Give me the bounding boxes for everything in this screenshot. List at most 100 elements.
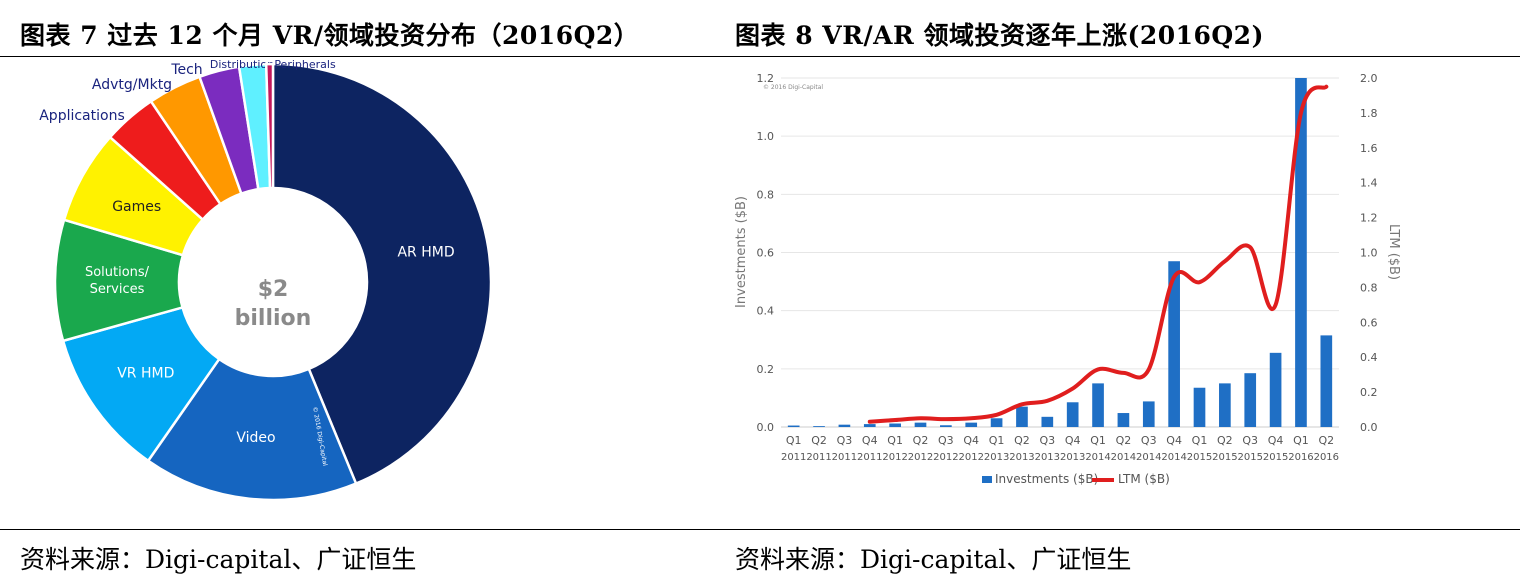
slice-label-tech: Tech bbox=[170, 62, 202, 78]
investment-bar bbox=[1092, 383, 1104, 427]
donut-slice-video bbox=[146, 357, 358, 502]
investment-bar bbox=[813, 426, 825, 427]
x-tick-year: 2012 bbox=[933, 452, 958, 463]
x-tick-quarter: Q3 bbox=[938, 434, 954, 447]
slice-label-vr-hmd: VR HMD bbox=[117, 365, 174, 381]
slice-label-solutions-services-line1: Solutions/ bbox=[85, 265, 150, 280]
investment-bar bbox=[838, 424, 851, 427]
donut-slice-ar-hmd bbox=[271, 62, 493, 486]
x-tick-year: 2011 bbox=[857, 452, 882, 463]
x-tick-year: 2012 bbox=[882, 452, 907, 463]
slice-label-solutions-services-line2: Services bbox=[90, 282, 145, 297]
y-right-tick-label: 0.4 bbox=[1360, 351, 1378, 364]
y-right-tick-label: 2.0 bbox=[1360, 72, 1378, 85]
investment-bar bbox=[1142, 401, 1155, 427]
x-tick-quarter: Q2 bbox=[811, 434, 827, 447]
x-tick-year: 2015 bbox=[1187, 452, 1212, 463]
x-tick-quarter: Q4 bbox=[862, 434, 878, 447]
x-tick-year: 2014 bbox=[1085, 452, 1110, 463]
y-left-tick-label: 0.0 bbox=[757, 421, 775, 434]
left-source-note: 资料来源：Digi-capital、广证恒生 bbox=[20, 545, 417, 574]
slice-label-ar-hmd: AR HMD bbox=[397, 245, 454, 261]
slice-label-games: Games bbox=[112, 199, 161, 215]
x-tick-year: 2014 bbox=[1161, 452, 1186, 463]
y-right-tick-label: 0.6 bbox=[1360, 316, 1378, 329]
x-tick-quarter: Q4 bbox=[1166, 434, 1182, 447]
y-right-tick-label: 0.0 bbox=[1360, 421, 1378, 434]
investment-bar bbox=[1244, 373, 1257, 427]
investment-bar bbox=[965, 422, 978, 427]
y-right-tick-label: 1.6 bbox=[1360, 142, 1378, 155]
investment-bar bbox=[914, 422, 927, 427]
y-right-axis-title: LTM ($B) bbox=[1386, 224, 1401, 280]
x-tick-year: 2011 bbox=[806, 452, 831, 463]
donut-center-amount: $2 bbox=[258, 277, 289, 302]
x-tick-quarter: Q2 bbox=[1116, 434, 1132, 447]
x-tick-quarter: Q2 bbox=[1318, 434, 1334, 447]
y-left-axis-title: Investments ($B) bbox=[734, 196, 749, 308]
y-left-tick-label: 0.6 bbox=[757, 247, 775, 260]
investment-bar bbox=[1041, 416, 1054, 427]
left-chart-title: 图表 7 过去 12 个月 VR/领域投资分布（2016Q2） bbox=[20, 21, 640, 50]
right-chart-title: 图表 8 VR/AR 领域投资逐年上涨(2016Q2) bbox=[735, 21, 1264, 50]
x-tick-quarter: Q4 bbox=[1065, 434, 1081, 447]
slice-label-peripherals: Peripherals bbox=[274, 58, 336, 71]
investment-bar bbox=[990, 418, 1003, 427]
legend-swatch-investments bbox=[982, 476, 992, 483]
x-tick-quarter: Q3 bbox=[1039, 434, 1055, 447]
y-left-tick-label: 1.2 bbox=[757, 72, 775, 85]
donut-slice-peripherals bbox=[264, 62, 275, 190]
slice-label-applications: Applications bbox=[39, 108, 125, 124]
chart-watermark: © 2016 Digi-Capital bbox=[763, 84, 823, 91]
x-tick-quarter: Q4 bbox=[963, 434, 979, 447]
investment-bar bbox=[1295, 78, 1307, 427]
x-tick-year: 2016 bbox=[1288, 452, 1313, 463]
x-tick-quarter: Q1 bbox=[786, 434, 802, 447]
top-divider bbox=[0, 56, 1520, 57]
investment-bar bbox=[863, 424, 876, 427]
ltm-line bbox=[867, 84, 1329, 424]
x-tick-year: 2014 bbox=[1136, 452, 1161, 463]
y-right-tick-label: 0.2 bbox=[1360, 386, 1378, 399]
investment-bar bbox=[1168, 261, 1180, 427]
x-tick-year: 2013 bbox=[984, 452, 1009, 463]
x-tick-quarter: Q1 bbox=[887, 434, 903, 447]
donut-chart: AR HMD Video VR HMD Solutions/Services Games… bbox=[39, 58, 493, 502]
legend-label-ltm: LTM ($B) bbox=[1118, 472, 1170, 486]
x-tick-year: 2012 bbox=[959, 452, 984, 463]
x-tick-quarter: Q3 bbox=[837, 434, 853, 447]
x-tick-year: 2015 bbox=[1212, 452, 1237, 463]
x-tick-quarter: Q1 bbox=[1293, 434, 1309, 447]
y-left-tick-label: 0.4 bbox=[757, 305, 775, 318]
investment-bar bbox=[1219, 383, 1231, 427]
x-tick-year: 2013 bbox=[1035, 452, 1060, 463]
slice-label-advtg-mktg: Advtg/Mktg bbox=[92, 77, 172, 93]
x-tick-quarter: Q2 bbox=[913, 434, 929, 447]
x-tick-quarter: Q1 bbox=[1090, 434, 1106, 447]
bar-line-chart: 0.0 0.2 0.4 0.6 0.8 1.0 1.2 0.0 0.2 0.4 0.6 0.8 1.0 1… bbox=[734, 72, 1401, 486]
y-left-tick-label: 0.2 bbox=[757, 363, 775, 376]
x-tick-year: 2014 bbox=[1111, 452, 1136, 463]
x-tick-year: 2015 bbox=[1238, 452, 1263, 463]
right-source-note: 资料来源：Digi-capital、广证恒生 bbox=[735, 545, 1132, 574]
x-tick-year: 2013 bbox=[1009, 452, 1034, 463]
y-right-tick-label: 1.8 bbox=[1360, 107, 1378, 120]
investment-bar bbox=[1117, 413, 1130, 427]
y-right-tick-label: 1.2 bbox=[1360, 212, 1378, 225]
investment-bar bbox=[1193, 387, 1206, 427]
slice-label-video: Video bbox=[236, 430, 275, 446]
y-left-tick-label: 1.0 bbox=[757, 130, 775, 143]
x-tick-year: 2013 bbox=[1060, 452, 1085, 463]
x-tick-quarter: Q2 bbox=[1014, 434, 1030, 447]
slice-label-distribution: Distribution bbox=[210, 58, 274, 71]
bottom-divider bbox=[0, 529, 1520, 530]
x-tick-quarter: Q3 bbox=[1141, 434, 1157, 447]
investment-bar bbox=[1269, 352, 1282, 427]
legend-label-investments: Investments ($B) bbox=[995, 472, 1098, 486]
y-left-tick-label: 0.8 bbox=[757, 188, 775, 201]
x-tick-quarter: Q3 bbox=[1242, 434, 1258, 447]
investment-bar bbox=[1066, 402, 1079, 427]
x-tick-year: 2015 bbox=[1263, 452, 1288, 463]
x-tick-quarter: Q1 bbox=[989, 434, 1005, 447]
x-tick-year: 2011 bbox=[832, 452, 857, 463]
